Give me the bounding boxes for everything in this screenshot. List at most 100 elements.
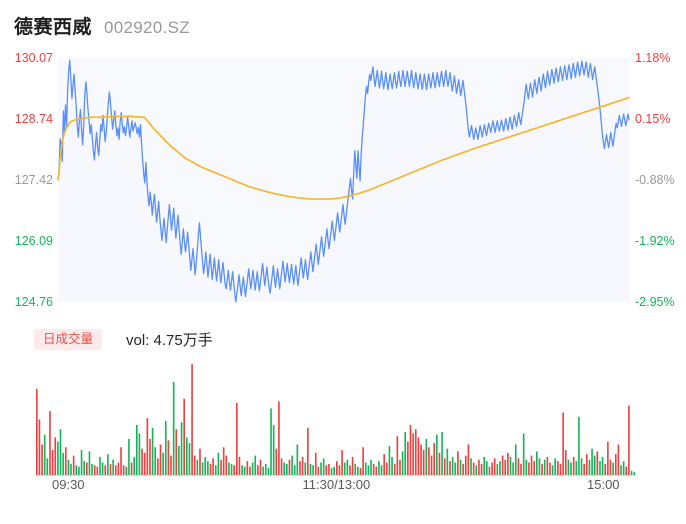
volume-bar[interactable]: [217, 452, 220, 475]
volume-bar[interactable]: [425, 438, 428, 475]
volume-bar[interactable]: [136, 425, 138, 475]
volume-bar[interactable]: [133, 456, 135, 475]
volume-bar[interactable]: [375, 466, 378, 475]
volume-bar[interactable]: [417, 437, 420, 475]
volume-bar[interactable]: [57, 441, 59, 475]
volume-bar[interactable]: [225, 455, 228, 475]
volume-bar[interactable]: [301, 456, 304, 475]
volume-bar[interactable]: [386, 462, 388, 475]
volume-bar[interactable]: [78, 466, 80, 475]
volume-bar[interactable]: [91, 463, 93, 475]
volume-bar[interactable]: [499, 461, 501, 476]
volume-bar[interactable]: [333, 466, 335, 475]
volume-bar[interactable]: [46, 458, 49, 475]
volume-bar[interactable]: [299, 461, 301, 476]
volume-bar[interactable]: [451, 456, 454, 475]
volume-bar[interactable]: [141, 448, 143, 475]
volume-bar[interactable]: [514, 444, 517, 475]
volume-bar[interactable]: [38, 419, 41, 476]
volume-bar[interactable]: [309, 463, 312, 475]
volume-bar[interactable]: [43, 434, 46, 475]
volume-bar[interactable]: [320, 462, 322, 475]
volume-bar[interactable]: [625, 466, 628, 475]
volume-bar[interactable]: [620, 465, 622, 475]
volume-bar[interactable]: [354, 463, 357, 475]
volume-bar[interactable]: [283, 462, 285, 475]
volume-bar[interactable]: [280, 458, 283, 475]
volume-bar[interactable]: [201, 462, 204, 475]
volume-bar[interactable]: [633, 472, 635, 475]
volume-bar[interactable]: [501, 455, 504, 475]
volume-bar[interactable]: [467, 444, 470, 475]
volume-bar[interactable]: [496, 463, 499, 475]
volume-bar[interactable]: [572, 456, 575, 475]
volume-bar[interactable]: [170, 455, 172, 475]
volume-bar[interactable]: [307, 427, 309, 475]
volume-bar[interactable]: [441, 431, 443, 475]
volume-bar[interactable]: [101, 462, 104, 475]
volume-bar[interactable]: [59, 429, 62, 475]
volume-bar[interactable]: [607, 441, 609, 475]
volume-bar[interactable]: [328, 463, 330, 475]
volume-bar[interactable]: [149, 438, 151, 475]
volume-bar[interactable]: [146, 418, 149, 475]
volume-bar[interactable]: [404, 431, 407, 475]
volume-bar[interactable]: [520, 463, 522, 475]
volume-bar[interactable]: [157, 458, 159, 475]
volume-bar[interactable]: [83, 461, 85, 476]
volume-bar[interactable]: [430, 455, 433, 475]
volume-bar[interactable]: [559, 463, 562, 475]
volume-bar[interactable]: [378, 461, 380, 476]
volume-bar[interactable]: [51, 450, 54, 476]
volume-bar[interactable]: [609, 459, 612, 475]
volume-bar[interactable]: [249, 466, 251, 475]
volume-bar[interactable]: [259, 459, 262, 475]
volume-bar[interactable]: [551, 465, 554, 475]
volume-bar[interactable]: [41, 444, 43, 475]
volume-bar[interactable]: [162, 452, 164, 475]
volume-bar[interactable]: [199, 448, 201, 475]
volume-bar[interactable]: [599, 461, 601, 476]
volume-bar[interactable]: [238, 456, 241, 475]
volume-bar[interactable]: [70, 463, 72, 475]
volume-bar[interactable]: [243, 466, 246, 475]
volume-bar[interactable]: [372, 463, 375, 475]
volume-bar[interactable]: [480, 463, 483, 475]
volume-bar[interactable]: [509, 456, 512, 475]
volume-bar[interactable]: [167, 440, 170, 475]
volume-bar[interactable]: [478, 459, 480, 475]
volume-bar[interactable]: [222, 447, 225, 475]
volume-bar[interactable]: [575, 461, 578, 476]
volume-bar[interactable]: [130, 462, 133, 475]
volume-bar[interactable]: [251, 462, 254, 475]
volume-bar[interactable]: [304, 462, 307, 475]
volume-bar[interactable]: [488, 466, 491, 475]
volume-bar[interactable]: [407, 441, 409, 475]
volume-bar[interactable]: [209, 463, 212, 475]
volume-bar[interactable]: [583, 463, 585, 475]
volume-bar[interactable]: [543, 459, 546, 475]
volume-bar[interactable]: [114, 465, 117, 475]
volume-bar[interactable]: [228, 462, 230, 475]
volume-bar[interactable]: [612, 462, 614, 475]
volume-bar[interactable]: [464, 455, 467, 475]
volume-bar[interactable]: [346, 459, 349, 475]
volume-bar[interactable]: [138, 433, 141, 476]
volume-bar[interactable]: [196, 459, 199, 475]
volume-bar[interactable]: [596, 451, 599, 475]
volume-bar[interactable]: [391, 456, 393, 475]
volume-bar[interactable]: [538, 458, 541, 475]
price-line[interactable]: [57, 59, 630, 303]
volume-bar[interactable]: [614, 454, 617, 475]
volume-bar[interactable]: [212, 458, 214, 475]
volume-bar[interactable]: [159, 444, 162, 475]
volume-bar[interactable]: [343, 462, 346, 475]
volume-bar[interactable]: [120, 447, 122, 475]
volume-bar[interactable]: [454, 462, 457, 475]
volume-bar[interactable]: [125, 466, 128, 475]
volume-bar[interactable]: [233, 465, 235, 475]
volume-bar[interactable]: [517, 458, 520, 475]
volume-bar[interactable]: [178, 445, 180, 475]
volume-bar[interactable]: [207, 461, 209, 476]
volume-bar[interactable]: [291, 455, 293, 475]
